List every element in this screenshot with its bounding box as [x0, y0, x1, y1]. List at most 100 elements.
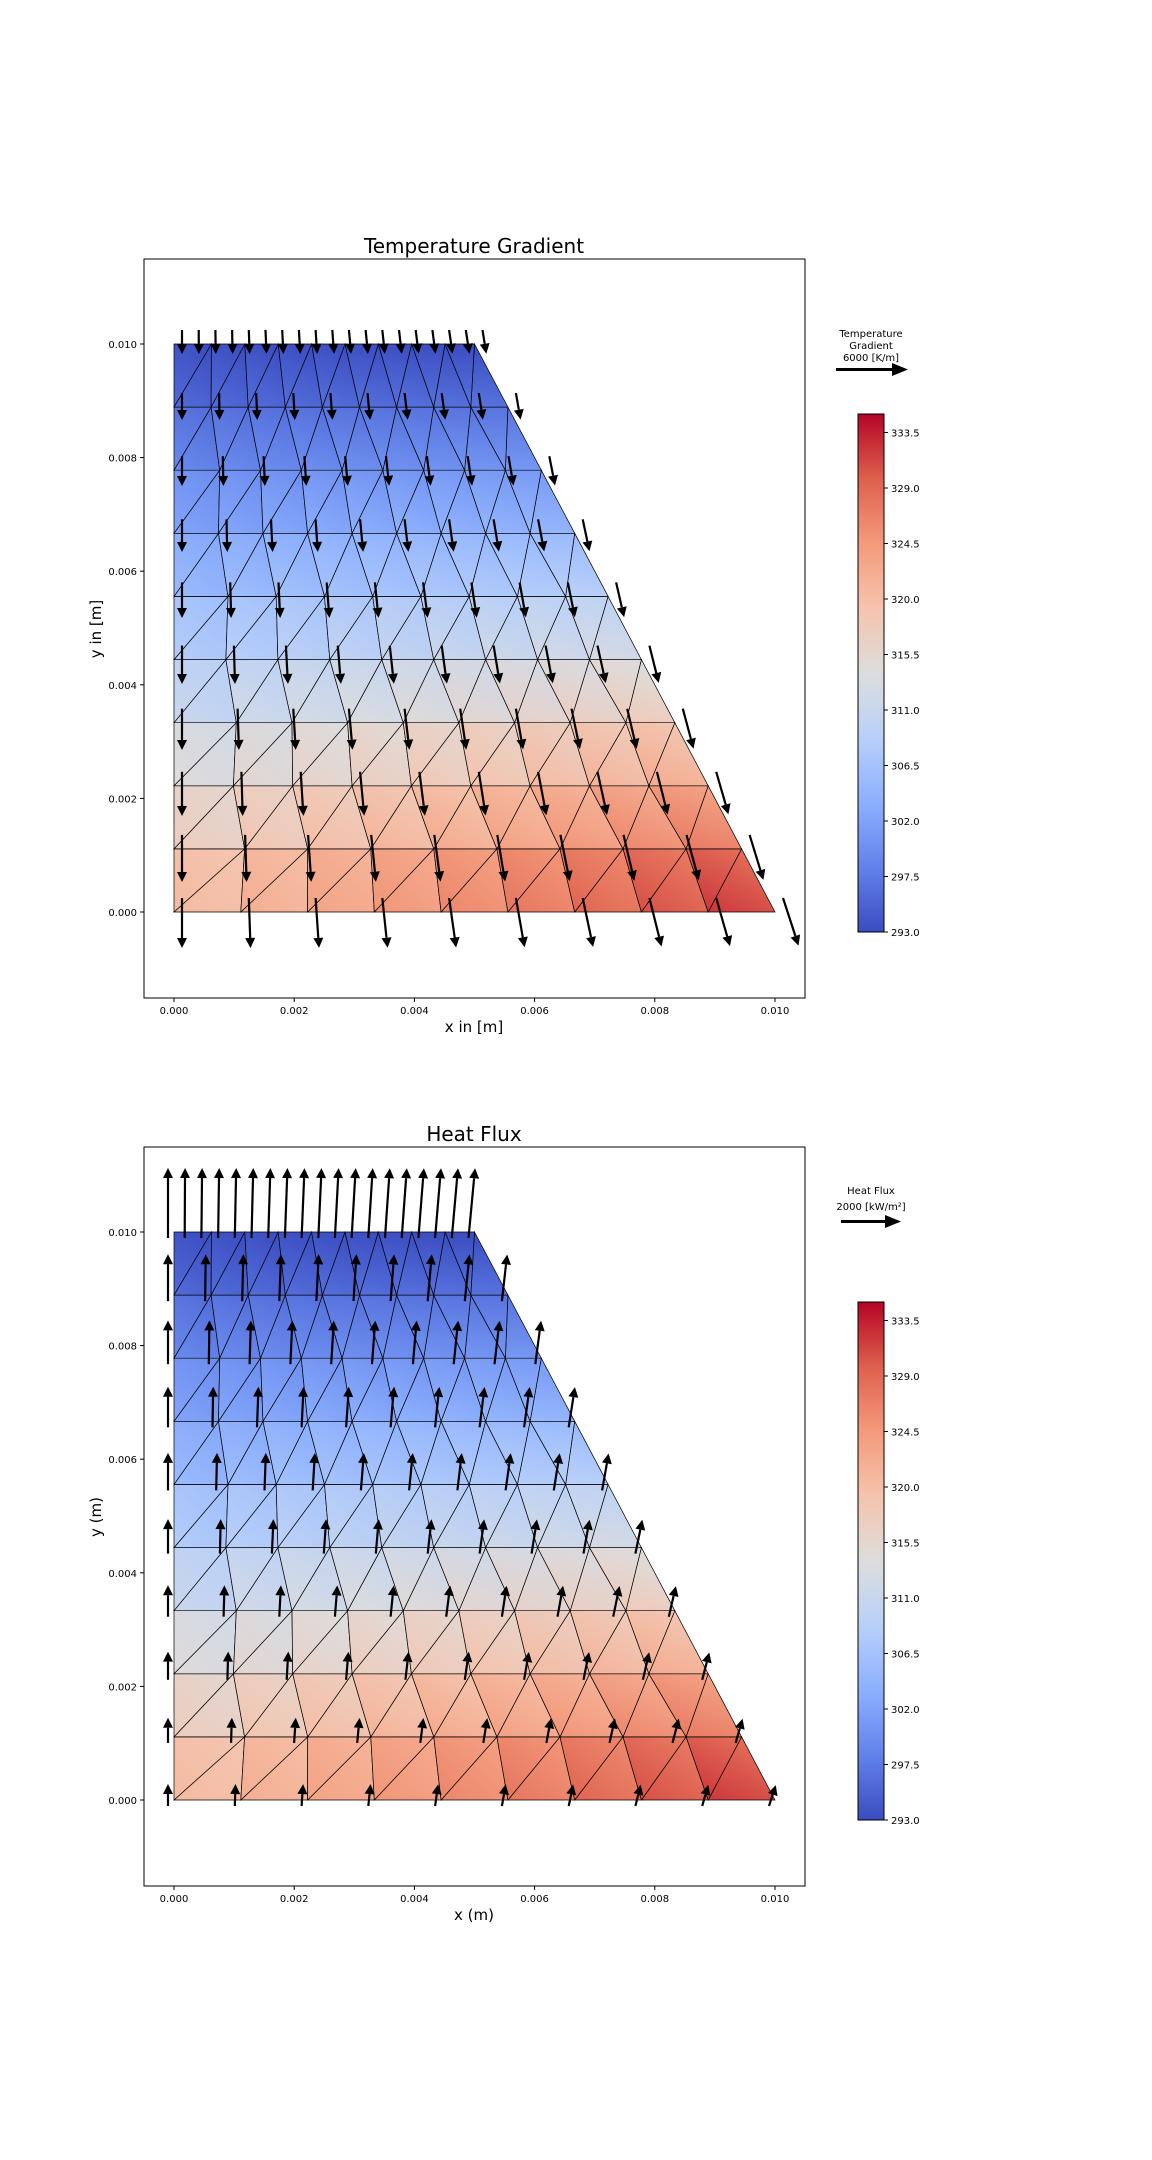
x-tick-label: 0.006	[520, 1894, 549, 1905]
quiver-arrow-shaft	[333, 1178, 340, 1239]
quiver-arrow-shaft	[601, 1463, 608, 1491]
quiver-arrow-shaft	[715, 897, 729, 937]
quiver-arrow-shaft	[548, 455, 555, 476]
quiver-arrow-head	[373, 1519, 383, 1530]
quiver-arrow-head	[229, 673, 240, 684]
quiver-key: Temperature Gradient 6000 [K/m]	[836, 329, 908, 376]
quiver-arrow-shaft	[215, 1462, 218, 1491]
colorbar-tick-label: 324.5	[891, 540, 920, 551]
quiver-arrow-shaft	[370, 1330, 376, 1365]
quiver-arrow-shaft	[289, 1330, 293, 1365]
quiver-arrow-head	[298, 1386, 309, 1397]
x-tick-label: 0.000	[160, 1894, 189, 1905]
quiver-arrow-shaft	[414, 329, 419, 345]
x-tick-label: 0.004	[400, 1006, 429, 1017]
quiver-arrow-shaft	[411, 1330, 417, 1365]
quiver-arrow-head	[516, 738, 527, 750]
quiver-arrow-shaft	[452, 1330, 459, 1365]
quiver-arrow-head	[544, 1718, 555, 1729]
quiver-arrow-shaft	[207, 1330, 211, 1365]
quiver-arrow-head	[233, 739, 244, 750]
colorbar-tick-label: 333.5	[891, 429, 920, 440]
quiver-arrow-head	[286, 1320, 297, 1331]
quiver-arrow-head	[265, 1168, 275, 1179]
quiver-arrow-head	[469, 1168, 480, 1179]
quiver-arrow-head	[251, 409, 262, 420]
quiver-arrow-shaft	[352, 1264, 357, 1302]
quiver-arrow-shaft	[263, 1462, 267, 1491]
quiver-arrow-head	[163, 1519, 173, 1530]
colorbar-tick-label: 315.5	[891, 1539, 920, 1550]
quiver-arrow-head	[381, 937, 392, 948]
quiver-arrow-head	[328, 1320, 339, 1331]
quiver-arrow-head	[498, 870, 509, 882]
quiver-arrow-shaft	[311, 1462, 316, 1491]
quiver-arrow-shaft	[250, 1177, 255, 1239]
quiver-arrow-head	[316, 1168, 327, 1179]
quiver-arrow-head	[602, 1453, 612, 1465]
quiver-arrow-head	[668, 1586, 679, 1597]
quiver-arrow-head	[353, 1717, 364, 1729]
quiver-arrows	[177, 329, 801, 948]
quiver-arrow-shaft	[367, 1793, 371, 1807]
y-tick-label: 0.000	[108, 908, 137, 919]
mesh-cell	[311, 343, 346, 409]
quiver-arrow-head	[406, 1453, 417, 1464]
mesh-cell	[173, 1231, 213, 1297]
quiver-arrow-head	[197, 1168, 207, 1179]
quiver-arrow-shaft	[500, 1794, 506, 1807]
quiver-arrow-shaft	[478, 1529, 484, 1554]
mesh-cell	[444, 343, 475, 408]
quiver-arrow-shaft	[504, 1462, 511, 1491]
y-tick-label: 0.002	[108, 794, 137, 805]
quiver-arrow-head	[548, 474, 558, 486]
quiver-arrow-head	[537, 540, 548, 552]
quiver-arrow-shaft	[403, 392, 408, 411]
quiver-arrow-shaft	[384, 456, 390, 477]
quiver-arrow-head	[297, 1784, 308, 1795]
quiver-arrow-head	[222, 1651, 233, 1662]
quiver-arrow-head	[446, 343, 456, 354]
quiver-arrow-shaft	[366, 392, 371, 411]
colorbar-tick-label: 329.0	[891, 484, 920, 495]
quiver-arrow-shaft	[417, 1178, 425, 1239]
quiver-arrow-head	[654, 935, 664, 947]
quiver-arrow-shaft	[418, 771, 425, 806]
quiver-key: Heat Flux 2000 [kW/m²]	[836, 1186, 906, 1228]
quiver-arrow-head	[357, 541, 368, 552]
quiver-arrow-head	[275, 1254, 286, 1265]
x-axis: 0.000 0.002 0.004 0.006 0.008 0.010	[160, 1886, 789, 1905]
quiver-arrow-shaft	[359, 519, 364, 543]
quiver-arrow-shaft	[244, 834, 248, 873]
quiver-arrow-shaft	[419, 1727, 424, 1744]
quiver-arrow-head	[341, 475, 352, 486]
colorbar: 293.0 297.5 302.0 306.5 311.0 315.5 320.0 324.5…	[857, 413, 920, 939]
quiver-arrow-head	[425, 1519, 436, 1530]
quiver-arrow-head	[671, 1718, 682, 1730]
quiver-arrow-shaft	[448, 897, 456, 938]
quiver-key-label-line2: 2000 [kW/m²]	[836, 1202, 905, 1213]
quiver-arrow-shaft	[278, 1264, 282, 1302]
quiver-key-label-line3: 6000 [K/m]	[843, 353, 899, 364]
mesh-cell	[173, 343, 213, 409]
quiver-arrow-head	[346, 739, 357, 750]
mesh-cell	[505, 405, 542, 471]
quiver-arrow-head	[633, 1784, 644, 1796]
quiver-arrow-head	[790, 934, 801, 946]
quiver-arrow-shaft	[434, 1793, 438, 1807]
colorbar: 293.0 297.5 302.0 306.5 311.0 315.5 320.0 324.5…	[857, 1301, 920, 1827]
quiver-arrow-head	[231, 1168, 241, 1179]
quiver-arrow-head	[691, 869, 701, 881]
quiver-arrow-shaft	[347, 708, 353, 740]
quiver-arrow-shaft	[315, 1264, 320, 1302]
quiver-arrow-head	[506, 474, 517, 486]
quiver-arrow-shaft	[383, 1178, 391, 1239]
quiver-arrow-shaft	[397, 329, 402, 345]
quiver-arrow-shaft	[482, 1727, 487, 1744]
quiver-key-label-line1: Heat Flux	[847, 1186, 895, 1197]
quiver-arrow-shaft	[255, 1396, 260, 1428]
quiver-arrow-head	[245, 1320, 256, 1331]
quiver-arrow-shaft	[300, 1178, 306, 1239]
quiver-arrow-head	[462, 1651, 473, 1663]
quiver-arrow-shaft	[463, 1661, 469, 1680]
